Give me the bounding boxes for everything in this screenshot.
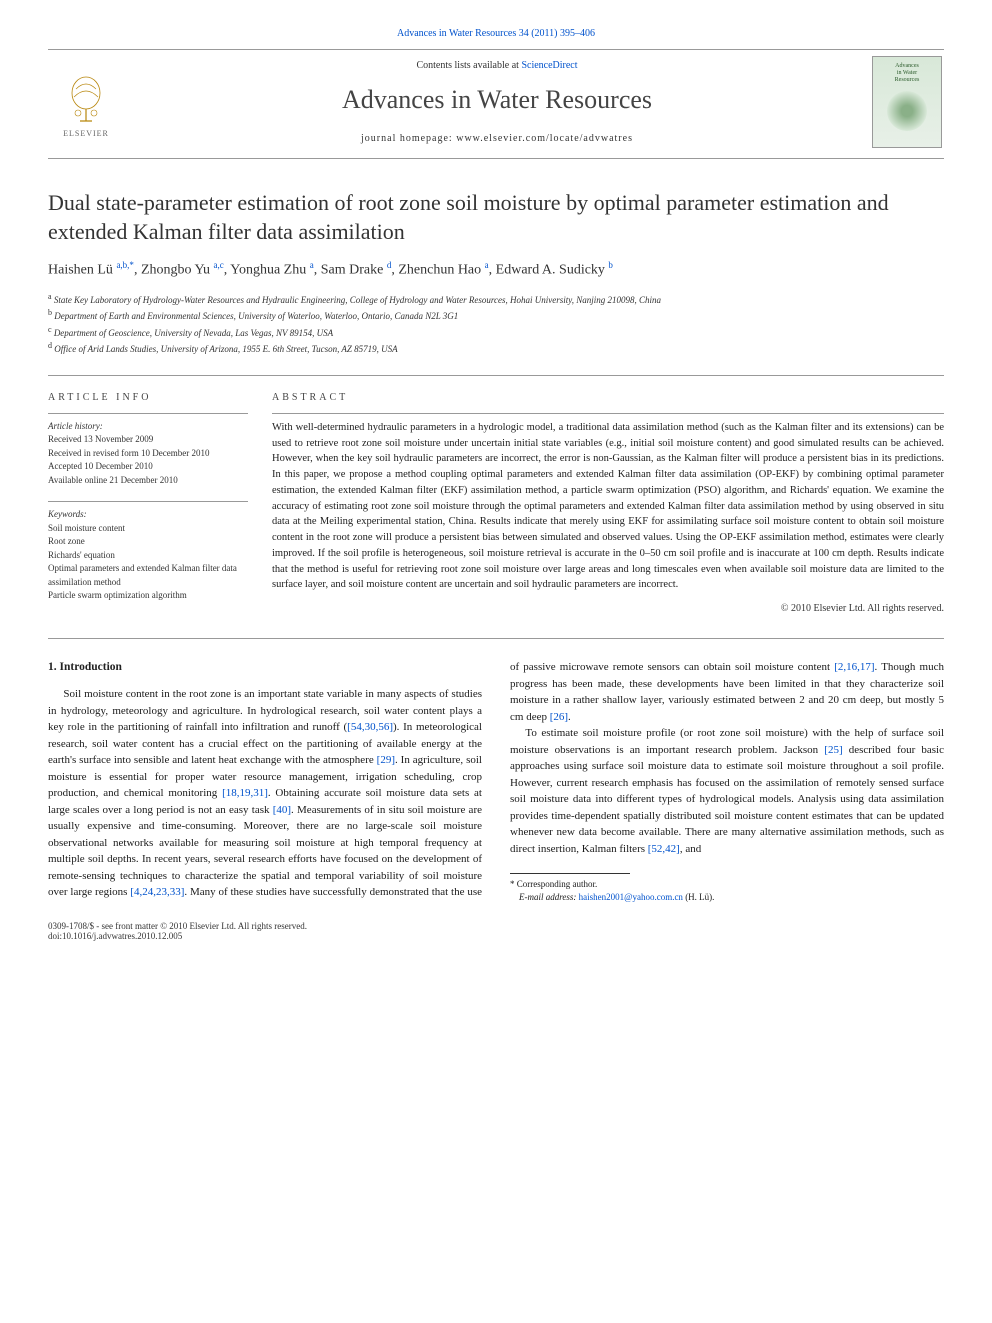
journal-header-bar: ELSEVIER Contents lists available at Sci… xyxy=(48,49,944,159)
affiliations-block: a State Key Laboratory of Hydrology-Wate… xyxy=(48,291,944,357)
header-middle: Contents lists available at ScienceDirec… xyxy=(124,50,870,158)
section-divider xyxy=(48,638,944,639)
history-label: Article history: xyxy=(48,420,248,434)
keywords-label: Keywords: xyxy=(48,508,248,522)
history-line: Received in revised form 10 December 201… xyxy=(48,447,248,461)
p2-mid1: described four basic approaches using su… xyxy=(510,744,944,855)
history-line: Received 13 November 2009 xyxy=(48,433,248,447)
footer-left: 0309-1708/$ - see front matter © 2010 El… xyxy=(48,921,307,941)
keyword-line: Soil moisture content xyxy=(48,522,248,536)
corr-label: * Corresponding author. xyxy=(510,879,597,889)
p1-end: . xyxy=(568,711,571,723)
affiliation-line: a State Key Laboratory of Hydrology-Wate… xyxy=(48,291,944,308)
article-title: Dual state-parameter estimation of root … xyxy=(48,189,944,246)
section-1-heading: 1. Introduction xyxy=(48,659,482,676)
cover-line-3: Resources xyxy=(895,77,920,83)
citation-line: Advances in Water Resources 34 (2011) 39… xyxy=(48,28,944,39)
keyword-line: Optimal parameters and extended Kalman f… xyxy=(48,562,248,589)
affiliation-line: b Department of Earth and Environmental … xyxy=(48,307,944,324)
contents-available-line: Contents lists available at ScienceDirec… xyxy=(124,60,870,71)
email-label: E-mail address: xyxy=(519,892,576,902)
front-matter-line: 0309-1708/$ - see front matter © 2010 El… xyxy=(48,921,307,931)
ref-18-19-31[interactable]: [18,19,31] xyxy=(222,787,268,799)
ref-29[interactable]: [29] xyxy=(377,754,395,766)
journal-cover-thumb: Advances in Water Resources xyxy=(872,56,942,148)
ref-26[interactable]: [26] xyxy=(550,711,568,723)
keyword-line: Root zone xyxy=(48,535,248,549)
journal-name: Advances in Water Resources xyxy=(124,85,870,115)
history-line: Available online 21 December 2010 xyxy=(48,474,248,488)
homepage-url: www.elsevier.com/locate/advwatres xyxy=(456,133,633,144)
elsevier-wordmark: ELSEVIER xyxy=(63,129,109,138)
corresponding-author-footnote: * Corresponding author. E-mail address: … xyxy=(510,878,944,903)
p1-post: . Measurements of in situ soil moisture … xyxy=(48,804,482,899)
contents-pre: Contents lists available at xyxy=(416,60,521,71)
abstract-head: ABSTRACT xyxy=(272,392,944,403)
body-text-columns: 1. Introduction Soil moisture content in… xyxy=(48,659,944,903)
ref-2-16-17[interactable]: [2,16,17] xyxy=(834,661,874,673)
info-abstract-row: ARTICLE INFO Article history: Received 1… xyxy=(48,375,944,614)
abstract-text: With well-determined hydraulic parameter… xyxy=(272,413,944,593)
ref-52-42[interactable]: [52,42] xyxy=(648,843,680,855)
ref-54-30-56[interactable]: [54,30,56] xyxy=(347,721,393,733)
abstract-column: ABSTRACT With well-determined hydraulic … xyxy=(272,392,944,614)
homepage-line: journal homepage: www.elsevier.com/locat… xyxy=(124,133,870,144)
citation-link[interactable]: Advances in Water Resources 34 (2011) 39… xyxy=(397,28,595,39)
keywords-block: Keywords: Soil moisture contentRoot zone… xyxy=(48,501,248,603)
homepage-pre: journal homepage: xyxy=(361,133,456,144)
footnote-separator xyxy=(510,873,630,874)
ref-40[interactable]: [40] xyxy=(273,804,291,816)
cover-line-2: in Water xyxy=(897,70,917,76)
corresponding-email-link[interactable]: haishen2001@yahoo.com.cn xyxy=(579,892,683,902)
sciencedirect-link[interactable]: ScienceDirect xyxy=(521,60,577,71)
authors-line: Haishen Lü a,b,*, Zhongbo Yu a,c, Yonghu… xyxy=(48,260,944,279)
keyword-line: Richards' equation xyxy=(48,549,248,563)
keyword-line: Particle swarm optimization algorithm xyxy=(48,589,248,603)
ref-25[interactable]: [25] xyxy=(824,744,842,756)
p2-end: , and xyxy=(680,843,701,855)
email-suffix: (H. Lü). xyxy=(683,892,715,902)
history-line: Accepted 10 December 2010 xyxy=(48,460,248,474)
elsevier-logo: ELSEVIER xyxy=(48,50,124,158)
elsevier-tree-icon xyxy=(58,71,114,127)
page-footer: 0309-1708/$ - see front matter © 2010 El… xyxy=(48,921,944,941)
abstract-copyright: © 2010 Elsevier Ltd. All rights reserved… xyxy=(272,603,944,614)
affiliation-line: d Office of Arid Lands Studies, Universi… xyxy=(48,340,944,357)
affiliation-line: c Department of Geoscience, University o… xyxy=(48,324,944,341)
cover-thumb-text: Advances in Water Resources xyxy=(895,63,920,85)
cover-line-1: Advances xyxy=(895,63,919,69)
article-info-column: ARTICLE INFO Article history: Received 1… xyxy=(48,392,248,614)
article-history-block: Article history: Received 13 November 20… xyxy=(48,413,248,488)
doi-line: doi:10.1016/j.advwatres.2010.12.005 xyxy=(48,931,307,941)
cover-swirl-icon xyxy=(887,91,927,131)
article-info-head: ARTICLE INFO xyxy=(48,392,248,403)
ref-4-24-23-33[interactable]: [4,24,23,33] xyxy=(130,886,184,898)
intro-paragraph-2: To estimate soil moisture profile (or ro… xyxy=(510,725,944,857)
